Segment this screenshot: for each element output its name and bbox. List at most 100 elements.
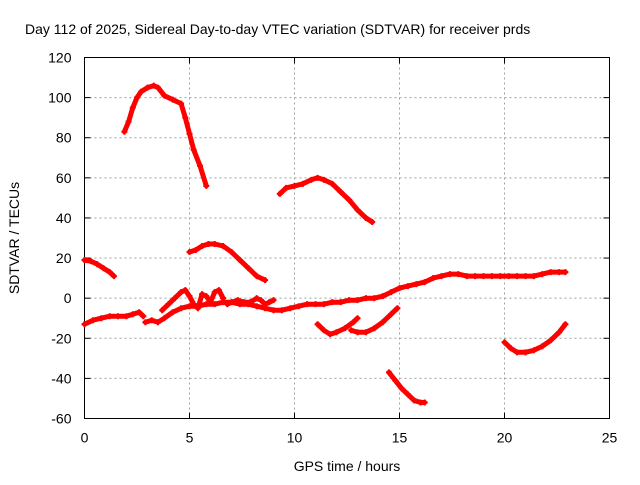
data-point <box>205 241 212 248</box>
data-point <box>547 269 554 276</box>
data-point <box>234 297 241 304</box>
x-tick-label: 20 <box>497 430 513 446</box>
data-point <box>354 206 361 213</box>
axis-ticks <box>84 57 610 419</box>
data-series <box>81 82 569 406</box>
data-point <box>362 329 369 336</box>
data-point <box>197 162 203 169</box>
data-point <box>155 319 161 326</box>
data-point <box>125 118 132 125</box>
data-point <box>186 293 193 300</box>
data-point <box>211 241 218 248</box>
data-point <box>192 247 199 254</box>
data-point <box>522 273 529 280</box>
data-point <box>134 94 140 101</box>
grid-lines <box>84 57 610 419</box>
data-point <box>497 273 504 280</box>
data-point <box>87 258 94 265</box>
data-point <box>161 92 168 99</box>
plot-frame <box>84 57 610 419</box>
data-point <box>299 180 306 187</box>
data-point <box>165 301 172 308</box>
data-point <box>350 319 357 326</box>
data-point <box>430 275 437 282</box>
data-point <box>362 295 369 302</box>
data-point <box>247 299 254 306</box>
data-point <box>253 303 260 310</box>
data-point <box>388 311 395 318</box>
data-point <box>346 196 353 203</box>
data-point <box>159 307 166 314</box>
data-point <box>115 313 122 320</box>
series-arc-7 <box>159 287 227 314</box>
data-point <box>186 249 193 256</box>
x-axis-label: GPS time / hours <box>294 458 401 474</box>
series-arc-4 <box>81 257 117 280</box>
series-arc-10 <box>348 305 401 336</box>
data-point <box>446 271 453 278</box>
x-tick-label: 15 <box>392 430 408 446</box>
data-point <box>507 345 514 352</box>
data-point <box>199 243 206 250</box>
series-arc-8 <box>224 295 277 308</box>
data-point <box>169 309 176 316</box>
data-point <box>327 331 334 338</box>
data-point <box>320 301 327 308</box>
y-tick-label: 80 <box>56 130 72 146</box>
data-point <box>194 305 201 312</box>
data-point <box>337 299 344 306</box>
y-axis-label: SDTVAR / TECUs <box>6 182 22 294</box>
data-point <box>488 273 495 280</box>
y-tick-labels: -60 -40 -20 0 20 40 60 80 100 120 <box>48 50 72 427</box>
data-point <box>186 303 193 310</box>
data-point <box>398 385 405 392</box>
data-point <box>362 214 369 221</box>
data-point <box>207 299 214 306</box>
x-tick-label: 10 <box>287 430 303 446</box>
x-tick-label: 0 <box>81 430 89 446</box>
data-point <box>241 299 248 306</box>
x-tick-labels: 0 5 10 15 20 25 <box>81 430 618 446</box>
data-point <box>386 369 392 376</box>
data-point <box>178 289 185 296</box>
data-point <box>522 349 529 356</box>
data-point <box>394 305 401 312</box>
data-point <box>182 287 189 294</box>
data-point <box>539 271 546 278</box>
data-point <box>142 319 149 326</box>
data-point <box>129 104 136 111</box>
series-arc-5 <box>81 309 147 328</box>
data-point <box>278 307 285 314</box>
y-tick-label: 100 <box>48 90 72 106</box>
data-point <box>257 297 264 304</box>
data-point <box>106 269 113 276</box>
data-point <box>392 377 399 384</box>
data-point <box>341 325 348 332</box>
data-point <box>178 100 185 107</box>
data-point <box>304 301 311 308</box>
data-point <box>129 311 136 318</box>
data-point <box>186 130 193 137</box>
data-point <box>556 269 563 276</box>
data-point <box>514 349 521 356</box>
data-point <box>371 325 378 332</box>
data-point <box>220 295 227 302</box>
data-point <box>224 301 231 308</box>
data-point <box>354 315 361 322</box>
data-point <box>270 297 277 304</box>
data-point <box>379 293 386 300</box>
data-point <box>148 317 155 324</box>
data-point <box>228 249 235 256</box>
data-point <box>171 295 178 302</box>
data-point <box>245 265 252 272</box>
data-point <box>314 321 321 328</box>
data-point <box>329 180 336 187</box>
data-point <box>94 261 101 268</box>
data-point <box>169 96 176 103</box>
data-point <box>562 269 569 276</box>
data-point <box>530 347 537 354</box>
data-point <box>110 273 117 280</box>
data-point <box>329 299 336 306</box>
y-tick-label: -60 <box>51 411 71 427</box>
data-point <box>320 327 327 334</box>
